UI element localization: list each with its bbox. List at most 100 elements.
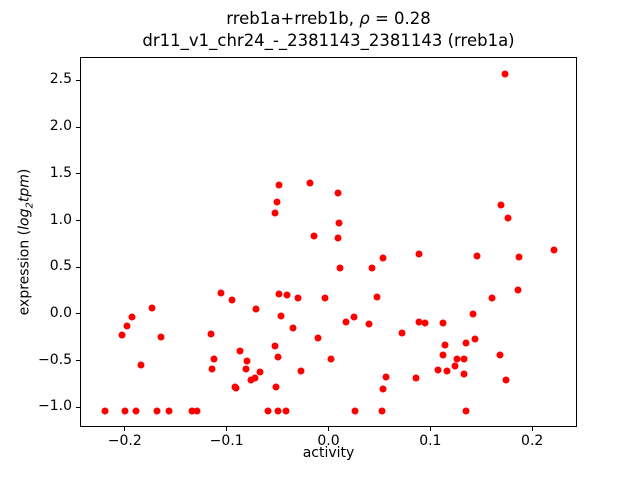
x-tick-label: −0.1 bbox=[209, 433, 244, 449]
scatter-point bbox=[264, 407, 272, 415]
y-tick-label: −0.5 bbox=[38, 351, 72, 368]
scatter-point bbox=[501, 70, 509, 78]
scatter-point bbox=[271, 209, 278, 217]
scatter-point bbox=[368, 264, 376, 272]
scatter-point bbox=[439, 351, 447, 359]
scatter-point bbox=[497, 201, 505, 209]
scatter-point bbox=[514, 286, 522, 294]
scatter-point bbox=[373, 293, 381, 301]
scatter-point bbox=[247, 376, 255, 384]
scatter-point bbox=[460, 370, 468, 378]
scatter-point bbox=[282, 407, 290, 415]
scatter-point bbox=[165, 407, 173, 415]
scatter-point bbox=[460, 355, 468, 363]
scatter-point bbox=[462, 407, 470, 415]
scatter-point bbox=[236, 347, 244, 355]
scatter-point bbox=[217, 289, 225, 297]
chart-subtitle: dr11_v1_chr24_-_2381143_2381143 (rreb1a) bbox=[142, 30, 515, 50]
rho-symbol: ρ bbox=[359, 9, 370, 28]
scatter-point bbox=[378, 407, 386, 415]
scatter-point bbox=[128, 313, 136, 321]
x-tick-label: −0.2 bbox=[107, 433, 142, 449]
scatter-point bbox=[379, 385, 387, 393]
y-tick-mark bbox=[76, 266, 80, 268]
scatter-point bbox=[434, 366, 442, 374]
scatter-point bbox=[550, 246, 558, 254]
scatter-point bbox=[289, 324, 297, 332]
scatter-point bbox=[314, 334, 322, 342]
title-gene-pair: rreb1a+rreb1b, bbox=[226, 9, 360, 28]
y-tick-mark bbox=[76, 220, 80, 221]
scatter-point bbox=[412, 374, 420, 382]
y-axis-label: expression (log2tpm) bbox=[17, 169, 36, 316]
scatter-point bbox=[274, 407, 282, 415]
y-tick-label: 2.0 bbox=[49, 118, 72, 135]
scatter-point bbox=[443, 367, 451, 375]
y-tick-mark bbox=[76, 126, 80, 128]
scatter-point bbox=[232, 384, 240, 392]
scatter-point bbox=[256, 368, 264, 376]
scatter-point bbox=[210, 355, 218, 363]
scatter-point bbox=[283, 291, 291, 299]
y-tick-mark bbox=[76, 79, 80, 81]
scatter-point bbox=[515, 253, 523, 261]
scatter-point bbox=[471, 335, 479, 343]
scatter-point bbox=[365, 320, 373, 328]
y-tick-label: 2.5 bbox=[49, 71, 72, 88]
scatter-point bbox=[273, 198, 281, 206]
x-tick-label: 0.1 bbox=[419, 433, 442, 449]
scatter-point bbox=[321, 294, 329, 302]
y-tick-label: 0.0 bbox=[49, 304, 72, 321]
scatter-point bbox=[473, 252, 481, 260]
scatter-point bbox=[121, 407, 129, 415]
scatter-point bbox=[207, 330, 215, 338]
scatter-point bbox=[382, 373, 389, 381]
scatter-point bbox=[415, 250, 423, 258]
scatter-point bbox=[469, 310, 477, 318]
scatter-point bbox=[252, 305, 260, 313]
chart-title-line1: rreb1a+rreb1b, ρ = 0.28 bbox=[80, 8, 577, 30]
y-tick-label: −1.0 bbox=[38, 398, 72, 415]
scatter-point bbox=[272, 383, 280, 391]
scatter-point bbox=[350, 313, 358, 321]
scatter-point bbox=[294, 294, 302, 302]
scatter-point bbox=[441, 341, 449, 349]
x-tick-label: 0.2 bbox=[521, 433, 544, 449]
scatter-point bbox=[379, 254, 387, 262]
y-tick-label: 0.5 bbox=[49, 258, 72, 275]
scatter-point bbox=[310, 232, 318, 240]
x-tick-label: 0.0 bbox=[317, 433, 340, 449]
scatter-point bbox=[123, 322, 131, 330]
rho-value: = 0.28 bbox=[369, 9, 431, 28]
y-tick-label: 1.5 bbox=[49, 164, 72, 181]
y-tick-mark bbox=[76, 360, 80, 362]
scatter-point bbox=[101, 407, 109, 415]
scatter-point bbox=[157, 333, 165, 341]
scatter-point bbox=[228, 296, 236, 304]
scatter-point bbox=[132, 407, 140, 415]
x-axis-label: activity bbox=[302, 445, 355, 461]
scatter-point bbox=[193, 407, 201, 415]
scatter-point bbox=[153, 407, 161, 415]
scatter-point bbox=[415, 318, 423, 326]
scatter-point bbox=[488, 294, 496, 302]
scatter-point bbox=[137, 361, 145, 369]
y-axis-label-subscript: 2 bbox=[24, 202, 36, 209]
scatter-point bbox=[496, 351, 504, 359]
scatter-point bbox=[336, 264, 344, 272]
x-tick-mark bbox=[328, 427, 329, 431]
y-tick-label: 1.0 bbox=[49, 211, 72, 228]
scatter-point bbox=[148, 304, 156, 312]
scatter-point bbox=[297, 367, 305, 375]
scatter-point bbox=[243, 357, 251, 365]
scatter-point bbox=[251, 374, 259, 382]
scatter-point bbox=[351, 407, 359, 415]
chart-title: rreb1a+rreb1b, ρ = 0.28 dr11_v1_chr24_-_… bbox=[80, 8, 577, 51]
scatter-point bbox=[439, 319, 447, 327]
scatter-point bbox=[242, 365, 250, 373]
scatter-point bbox=[451, 362, 459, 370]
scatter-point bbox=[334, 234, 342, 242]
scatter-point bbox=[335, 219, 343, 227]
y-tick-mark bbox=[76, 406, 80, 408]
